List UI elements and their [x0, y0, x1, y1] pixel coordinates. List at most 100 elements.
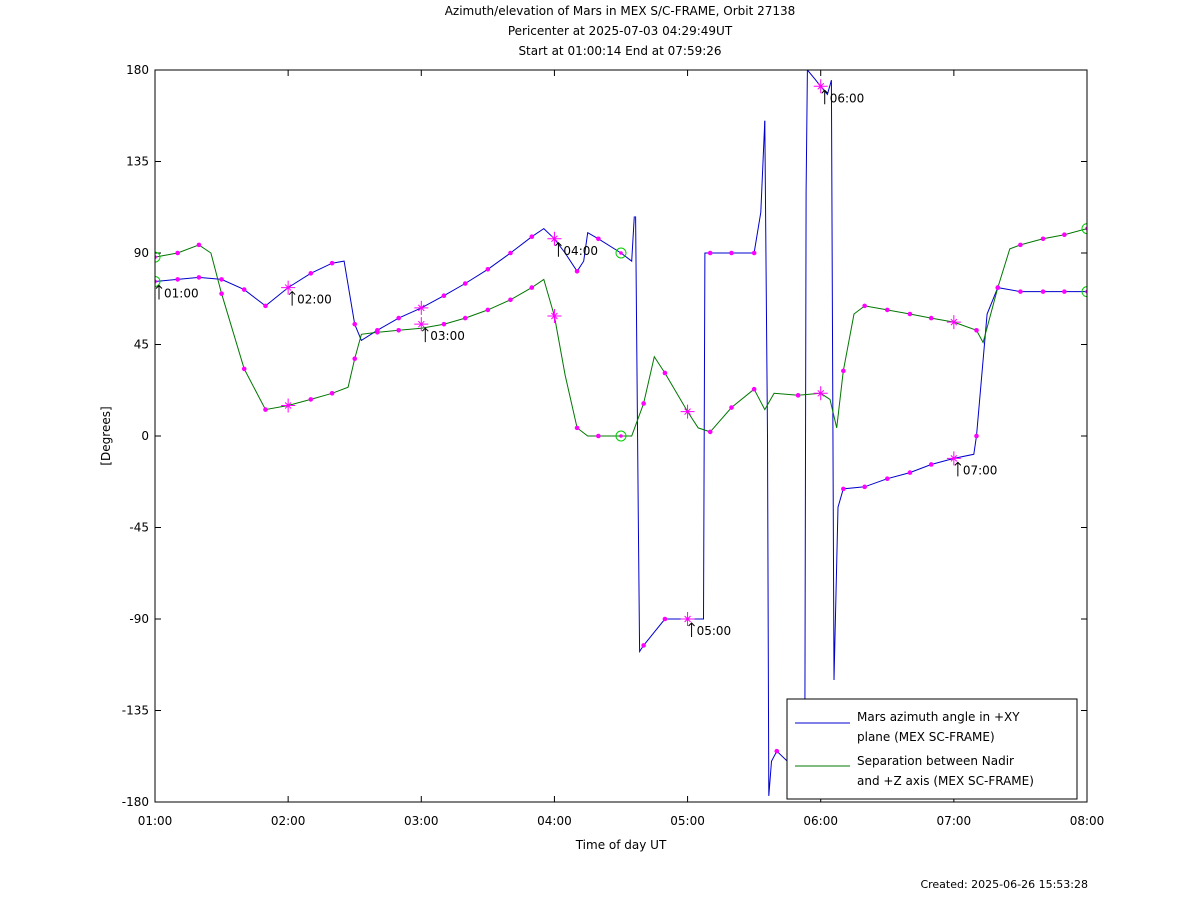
endpoint-circle-marker: [1081, 286, 1087, 298]
cross-marker: [547, 231, 562, 246]
hour-marker-arrow: [155, 284, 163, 300]
hour-marker-arrow: [288, 290, 296, 306]
dot-marker: [729, 250, 734, 256]
separation-line: [155, 228, 1087, 437]
dot-marker: [508, 297, 513, 303]
cross-marker: [414, 317, 429, 332]
dot-marker: [329, 260, 335, 266]
chart-title-line3: Start at 01:00:14 End at 07:59:26: [518, 44, 722, 58]
dot-marker: [485, 266, 491, 272]
endpoint-circle-marker: [155, 275, 161, 287]
dot-marker: [641, 401, 646, 406]
y-tick-label: 90: [134, 246, 149, 260]
dot-marker: [1062, 289, 1067, 294]
hour-marker-label: 05:00: [697, 624, 732, 638]
dot-marker: [884, 307, 890, 313]
dot-marker: [241, 366, 247, 372]
legend-separation-line1: Separation between Nadir: [857, 754, 1014, 768]
legend-separation-line2: and +Z axis (MEX SC-FRAME): [857, 774, 1034, 788]
x-axis-label: Time of day UT: [575, 838, 667, 852]
hour-marker-label: 04:00: [563, 244, 598, 258]
dot-marker: [1018, 289, 1023, 294]
dot-marker: [662, 370, 668, 376]
y-tick-label: 45: [134, 338, 149, 352]
x-tick-label: 02:00: [271, 814, 306, 828]
cross-marker: [946, 315, 961, 330]
dot-marker: [219, 291, 224, 296]
cross-marker: [813, 79, 828, 94]
dot-marker: [928, 462, 934, 467]
endpoint-dot-marker: [619, 251, 623, 255]
x-tick-label: 08:00: [1070, 814, 1105, 828]
series-layer: [155, 70, 1087, 799]
dot-marker: [751, 386, 757, 392]
dot-marker: [907, 470, 913, 475]
dot-marker: [263, 407, 268, 412]
dot-marker: [841, 486, 846, 492]
azimuth-line: [155, 216, 635, 342]
hour-marker-label: 06:00: [830, 91, 865, 105]
azimuth-line: [635, 120, 766, 654]
x-tick-label: 06:00: [803, 814, 838, 828]
y-tick-label: -180: [122, 795, 149, 809]
dot-marker: [196, 242, 202, 248]
axes-ticks: 01:00 02:00 03:00 04:00 05:00 06:00 07:00 08:00…: [122, 63, 1105, 828]
dot-marker: [508, 250, 513, 256]
y-tick-label: 180: [126, 63, 149, 77]
dot-marker: [396, 315, 401, 321]
y-tick-label: 0: [141, 429, 149, 443]
dot-marker: [662, 616, 668, 622]
hour-marker-arrow: [688, 622, 695, 637]
dot-marker: [974, 327, 979, 333]
dot-marker: [774, 748, 780, 754]
cross-marker: [547, 309, 562, 324]
hour-marker-arrow: [555, 242, 562, 257]
dot-marker: [1018, 242, 1023, 248]
dot-marker: [1062, 232, 1067, 237]
cross-marker: [281, 398, 296, 413]
dot-marker: [795, 393, 801, 398]
endpoint-circle-marker: [1081, 223, 1087, 235]
y-tick-label: -90: [129, 612, 149, 626]
endpoint-circle-marker: [155, 251, 161, 263]
hour-marker-label: 01:00: [164, 286, 199, 300]
legend-azimuth-line2: plane (MEX SC-FRAME): [857, 730, 995, 744]
dot-marker: [329, 391, 335, 396]
dot-marker: [1040, 236, 1046, 242]
legend-box: [786, 698, 1078, 800]
x-tick-label: 05:00: [670, 814, 705, 828]
dot-marker: [462, 315, 468, 321]
dot-marker: [641, 643, 646, 648]
hour-marker-arrow: [954, 461, 962, 477]
y-tick-label: -135: [122, 704, 149, 718]
dot-marker: [263, 303, 268, 309]
endpoint-circle-marker: [615, 247, 627, 259]
dot-marker: [441, 321, 447, 327]
dot-marker: [574, 269, 580, 274]
dot-marker: [396, 327, 401, 333]
dot-marker: [175, 250, 180, 256]
y-axis-label: [Degrees]: [99, 406, 113, 465]
cross-marker: [281, 280, 296, 295]
hour-marker-label: 02:00: [297, 293, 332, 307]
dot-marker: [862, 484, 867, 490]
dot-marker: [352, 321, 358, 327]
cross-marker: [680, 404, 695, 419]
hour-marker-arrow: [821, 89, 829, 105]
dot-marker: [841, 368, 846, 374]
dot-marker: [751, 250, 757, 256]
hour-labels: 01:00 02:00 03:00 04:00 05:00 06:00 07:00: [155, 89, 997, 638]
dot-marker: [375, 330, 380, 335]
dot-marker: [907, 311, 913, 317]
dot-marker: [1040, 289, 1046, 294]
dot-marker: [974, 433, 979, 439]
azimuth-line: [764, 70, 808, 799]
cross-marker: [680, 612, 695, 626]
hour-marker-arrow: [421, 327, 429, 343]
y-tick-label: -45: [129, 521, 149, 535]
plot-frame: [154, 69, 1088, 803]
dot-marker: [862, 303, 867, 309]
dot-marker: [707, 429, 713, 435]
marker-layer: [155, 79, 1087, 784]
